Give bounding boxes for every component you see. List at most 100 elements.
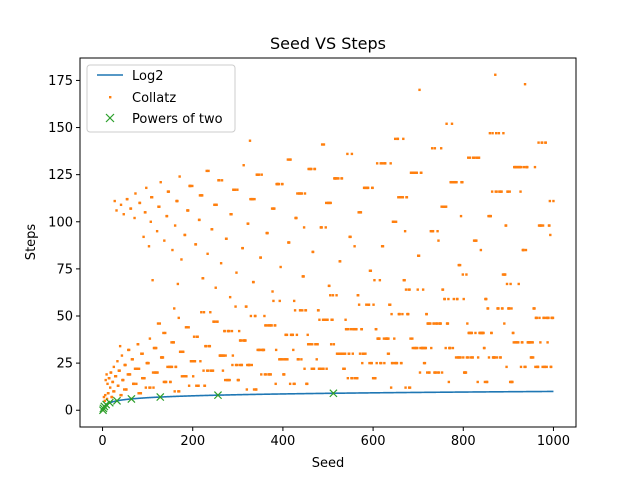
collatz-point [475,239,478,242]
collatz-point [113,199,116,203]
collatz-point [311,250,315,254]
collatz-point [228,329,231,333]
collatz-point [439,147,443,150]
collatz-point [167,190,171,193]
collatz-point [182,375,186,378]
collatz-point [138,201,142,205]
collatz-point [266,231,269,235]
collatz-point [516,165,520,169]
collatz-point [540,141,544,144]
collatz-point [163,239,166,242]
collatz-point [380,162,383,165]
collatz-point [443,297,446,301]
collatz-point [286,358,289,361]
collatz-point [187,326,190,329]
collatz-point [154,371,157,374]
power-of-two-marker [156,393,165,402]
collatz-point [531,341,534,344]
collatz-point [258,348,262,352]
collatz-point [461,180,464,184]
collatz-point [551,316,555,320]
collatz-point [209,311,212,314]
power-of-two-marker [127,394,136,403]
y-tick-label: 150 [48,121,73,136]
collatz-point [176,282,180,286]
collatz-point [171,248,174,252]
collatz-point [419,346,422,350]
collatz-point [253,197,256,201]
collatz-point [465,273,468,276]
collatz-point [389,162,392,165]
collatz-point [176,199,179,203]
collatz-point [234,305,237,308]
collatz-point [523,83,527,86]
collatz-point [116,360,119,363]
collatz-point [364,352,367,355]
collatz-point [198,218,201,222]
collatz-point [489,214,492,218]
collatz-point [467,156,470,159]
collatz-point [476,156,479,159]
collatz-point [218,179,221,182]
collatz-point [158,205,161,208]
collatz-point [455,180,458,184]
collatz-point [384,162,387,165]
collatz-point [420,171,423,174]
collatz-point [221,369,225,372]
collatz-point [451,346,455,350]
collatz-point [401,312,404,316]
collatz-point [293,309,297,312]
legend-box [86,64,236,133]
collatz-point [351,352,354,355]
collatz-point [203,384,207,387]
collatz-point [508,307,511,310]
collatz-point [308,167,311,171]
collatz-point [490,190,494,193]
collatz-point [346,152,349,156]
collatz-point [137,367,141,370]
collatz-point [147,245,151,248]
power-of-two-marker [112,396,121,405]
collatz-point [288,382,292,386]
collatz-point [505,282,509,286]
x-tick-label: 0 [98,434,106,449]
collatz-point [318,318,321,321]
collatz-point [137,392,140,395]
collatz-point [156,322,160,325]
collatz-point [510,307,513,310]
collatz-point [194,243,198,246]
collatz-point [136,367,139,370]
collatz-point [278,299,281,303]
collatz-point [273,207,276,210]
collatz-point [357,303,361,306]
collatz-point [255,388,258,391]
collatz-point [538,316,541,320]
collatz-point [394,220,398,223]
collatz-point [192,335,196,338]
collatz-point [230,213,233,216]
collatz-point [546,341,549,344]
collatz-point [172,341,175,344]
collatz-point [470,331,474,335]
collatz-point [345,327,349,331]
collatz-point [297,358,300,361]
collatz-point [228,295,232,299]
collatz-point [178,390,181,393]
collatz-point [153,346,156,350]
collatz-point [124,363,127,367]
collatz-point [339,352,343,355]
collatz-point [115,209,118,212]
collatz-point [283,358,287,361]
collatz-point [347,352,351,355]
collatz-point [526,165,529,169]
collatz-point [529,341,532,344]
x-tick-label: 1000 [537,434,570,449]
collatz-point [537,141,540,144]
collatz-point [328,284,331,288]
collatz-point [390,312,393,316]
collatz-point [432,322,436,325]
collatz-point [127,348,131,352]
collatz-point [317,309,320,312]
collatz-point [368,361,371,365]
collatz-point [151,278,154,282]
